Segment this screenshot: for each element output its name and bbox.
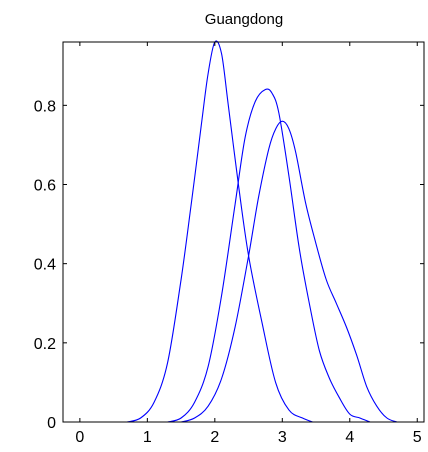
y-tick-label: 0.2 [34, 336, 56, 353]
y-tick-label: 0.6 [34, 178, 56, 195]
x-tick-label: 5 [413, 429, 422, 446]
x-tick-label: 1 [143, 429, 152, 446]
series-line-3 [180, 120, 398, 423]
series-line-2 [167, 88, 371, 423]
x-tick-label: 4 [345, 429, 354, 446]
y-tick-label: 0 [47, 415, 56, 432]
y-tick-label: 0.4 [34, 257, 56, 274]
chart-title: Guangdong [205, 11, 283, 28]
y-tick-label: 0.8 [34, 98, 56, 115]
axes-layer: 0 1 2 3 4 5 0 0.2 0.4 0.6 0.8 [34, 41, 425, 446]
series-layer [126, 40, 398, 423]
series-line-1 [126, 40, 313, 423]
plot-frame [62, 41, 425, 423]
x-tick-label: 0 [75, 429, 84, 446]
x-tick-label: 3 [278, 429, 287, 446]
x-tick-label: 2 [210, 429, 219, 446]
